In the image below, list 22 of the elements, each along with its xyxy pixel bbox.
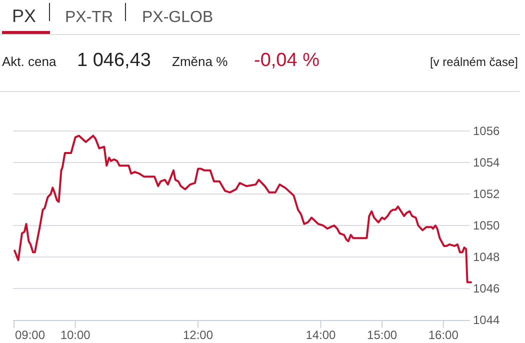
y-tick-label: 1044 [473,313,500,327]
text: [v reálném čase] [430,55,518,69]
y-tick-label: 1048 [473,250,500,264]
chart-title: PX [12,6,36,26]
text: -0,04 % [254,50,320,71]
x-tick-label: 12:00 [183,328,214,342]
y-tick-label: 1052 [473,187,500,201]
y-tick-label: 1054 [473,156,500,170]
text: Akt. cena [2,54,57,69]
text: 1 046,43 [77,50,151,71]
x-tick-label: 09:00 [14,328,46,342]
x-tick-label: 15:00 [367,328,398,342]
x-tick-label: 10:00 [60,328,91,342]
x-tick-label: 16:00 [428,328,459,342]
text: PX-TR [65,9,113,26]
text: Změna % [172,54,228,69]
y-tick-label: 1046 [473,282,500,296]
y-tick-label: 1056 [473,124,500,138]
text: PX-GLOB [142,9,214,26]
x-tick-label: 14:00 [306,328,336,342]
line-series [14,134,472,284]
y-tick-label: 1050 [473,218,500,232]
